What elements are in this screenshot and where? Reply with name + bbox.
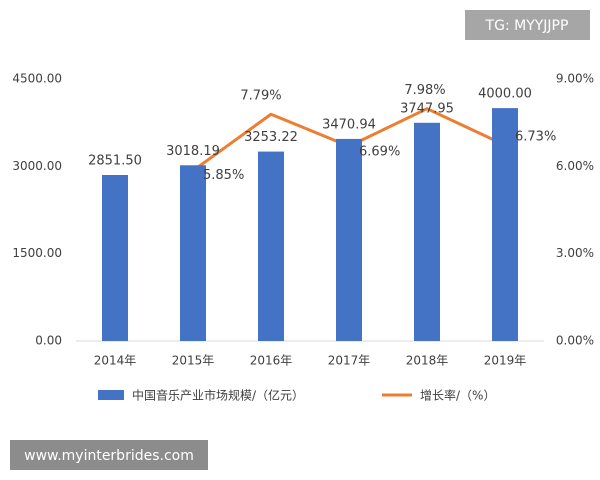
bar [258, 151, 284, 341]
data-label: 5.85% [203, 168, 244, 183]
y-tick-label: 4500.00 [12, 72, 62, 86]
x-tick-label: 2017年 [328, 354, 371, 368]
y-tick-label: 1500.00 [12, 246, 62, 260]
y2-tick-label: 6.00% [556, 159, 594, 173]
y2-tick-label: 9.00% [556, 72, 594, 86]
data-label: 6.73% [515, 130, 556, 145]
data-label: 3747.95 [400, 101, 454, 116]
y-tick-label: 3000.00 [12, 159, 62, 173]
y2-tick-label: 3.00% [556, 246, 594, 260]
x-tick-label: 2014年 [94, 354, 137, 368]
bar [180, 165, 206, 341]
y2-tick-label: 0.00% [556, 334, 594, 348]
x-tick-label: 2015年 [172, 354, 215, 368]
watermark-box [465, 10, 590, 40]
bar [102, 174, 128, 341]
bar [492, 108, 518, 341]
watermark: www.myinterbrides.com [24, 448, 194, 464]
watermark-box [10, 440, 208, 470]
legend-label: 中国音乐产业市场规模/（亿元） [132, 388, 304, 403]
data-label: 7.98% [404, 83, 445, 98]
data-label: 7.79% [240, 89, 281, 104]
x-tick-label: 2019年 [484, 354, 527, 368]
y-tick-label: 0.00 [35, 334, 62, 348]
legend-label: 增长率/（%） [420, 388, 495, 403]
data-label: 3253.22 [244, 130, 298, 145]
data-label: 3018.19 [166, 144, 220, 159]
data-label: 6.69% [359, 145, 400, 160]
legend-swatch [98, 390, 124, 400]
x-tick-label: 2016年 [250, 354, 293, 368]
data-label: 4000.00 [478, 87, 532, 102]
bar [336, 138, 362, 341]
bar [414, 122, 440, 341]
data-label: 3470.94 [322, 117, 376, 132]
x-tick-label: 2018年 [406, 354, 449, 368]
data-label: 2851.50 [88, 153, 142, 168]
watermark: TG: MYYJJPP [485, 18, 569, 34]
